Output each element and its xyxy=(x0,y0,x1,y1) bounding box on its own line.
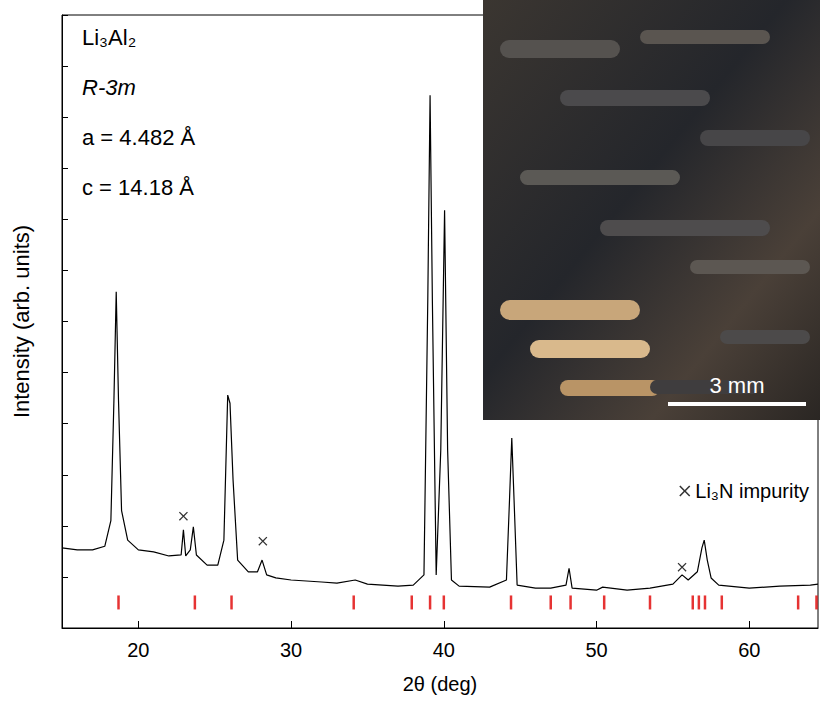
svg-text:40: 40 xyxy=(433,639,455,661)
svg-text:60: 60 xyxy=(738,639,760,661)
svg-text:50: 50 xyxy=(585,639,607,661)
svg-text:Intensity (arb. units): Intensity (arb. units) xyxy=(9,225,34,418)
svg-text:a = 4.482 Å: a = 4.482 Å xyxy=(82,125,195,150)
svg-text:Li₃Al₂: Li₃Al₂ xyxy=(82,25,136,50)
svg-text:3 mm: 3 mm xyxy=(710,373,765,398)
svg-text:2θ (deg): 2θ (deg) xyxy=(403,673,478,695)
svg-text:Li₃N impurity: Li₃N impurity xyxy=(695,480,809,502)
svg-text:20: 20 xyxy=(127,639,149,661)
svg-text:30: 30 xyxy=(280,639,302,661)
svg-text:R-3m: R-3m xyxy=(82,75,136,100)
svg-text:c = 14.18 Å: c = 14.18 Å xyxy=(82,175,194,200)
